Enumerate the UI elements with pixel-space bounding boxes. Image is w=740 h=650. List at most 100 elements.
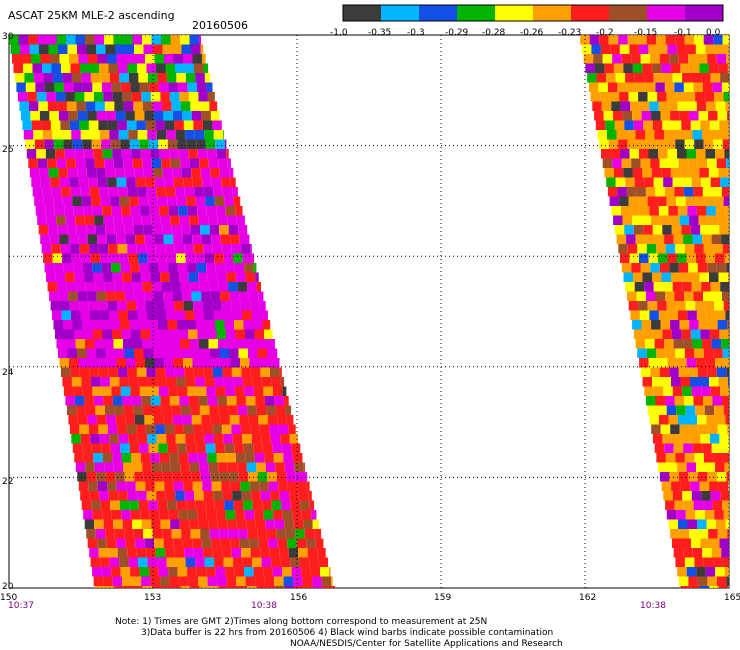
swath-cell <box>93 396 104 406</box>
swath-cell <box>173 358 183 368</box>
swath-cell <box>606 73 616 83</box>
swath-cell <box>719 225 729 235</box>
swath-cell <box>104 339 114 349</box>
colorbar-swatches <box>342 4 724 22</box>
swath-cell <box>627 35 638 45</box>
swath-cell <box>165 367 175 377</box>
swath-cell <box>201 111 211 121</box>
swath-cell <box>241 548 251 558</box>
swath-cell <box>711 443 722 453</box>
swath-cell <box>202 177 212 187</box>
swath-cell <box>171 405 181 415</box>
swath-cell <box>199 158 209 168</box>
swath-cell <box>68 291 78 301</box>
swath-cell <box>123 586 134 588</box>
swath-cell <box>177 443 187 453</box>
swath-cell <box>683 234 693 244</box>
swath-cell <box>203 244 213 254</box>
swath-cell <box>172 168 182 178</box>
swath-cell <box>95 529 106 539</box>
swath-cell <box>147 557 158 567</box>
swath-cell <box>657 92 667 102</box>
swath-cell <box>706 310 716 320</box>
swath-cell <box>180 35 190 45</box>
swath-cell <box>706 415 716 425</box>
swath-cell <box>122 519 133 529</box>
swath-cell <box>622 111 633 121</box>
swath-cell <box>166 130 176 140</box>
swath-cell <box>124 472 135 482</box>
swath-cell <box>263 510 274 520</box>
swath-cell <box>65 396 75 406</box>
swath-cell <box>199 35 201 45</box>
swath-cell <box>179 92 189 102</box>
swath-cell <box>195 73 205 83</box>
swath-cell <box>261 434 271 444</box>
swath-cell <box>616 234 627 244</box>
swath-cell <box>657 44 668 54</box>
swath-cell <box>247 405 257 415</box>
swath-cell <box>63 320 73 330</box>
swath-cell <box>221 424 232 434</box>
swath-cell <box>680 272 690 282</box>
swath-cell <box>79 424 89 434</box>
swath-cell <box>113 158 124 168</box>
swath-cell <box>242 557 253 567</box>
swath-cell <box>99 63 109 73</box>
swath-cell <box>692 548 703 558</box>
swath-cell <box>106 291 116 301</box>
swath-cell <box>199 101 210 111</box>
swath-cell <box>160 396 170 406</box>
swath-cell <box>165 187 176 197</box>
swath-cell <box>176 73 186 83</box>
swath-cell <box>86 44 96 54</box>
swath-cell <box>183 120 194 130</box>
swath-cell <box>724 462 729 472</box>
swath-cell <box>724 253 729 263</box>
swath-cell <box>110 443 121 453</box>
swath-cell <box>168 263 178 273</box>
time-label-1: 10:37 <box>8 601 34 611</box>
swath-cell <box>40 54 50 64</box>
swath-cell <box>223 557 234 567</box>
swath-cell <box>695 405 705 415</box>
swath-cell <box>50 301 61 311</box>
swath-cell <box>113 35 123 45</box>
swath-cell <box>110 139 121 149</box>
swath-cell <box>309 500 315 510</box>
swath-cell <box>188 329 198 339</box>
swath-cell <box>287 481 298 491</box>
swath-cell <box>252 557 262 567</box>
swath-cell <box>716 158 727 168</box>
swath-cell <box>60 120 70 130</box>
swath-cell <box>260 548 270 558</box>
swath-cell <box>155 367 166 377</box>
swath-cell <box>78 481 89 491</box>
swath-cell <box>187 510 198 520</box>
swath-cell <box>258 415 268 425</box>
swath-cell <box>143 44 153 54</box>
swath-cell <box>693 187 703 197</box>
swath-cell <box>31 177 41 187</box>
swath-cell <box>142 339 152 349</box>
swath-cell <box>629 149 639 159</box>
swath-cell <box>241 244 251 254</box>
swath-cell <box>141 215 152 225</box>
swath-cell <box>690 586 700 588</box>
swath-cell <box>160 92 170 102</box>
swath-cell <box>657 196 667 206</box>
swath-cell <box>65 92 75 102</box>
swath-cell <box>160 576 170 586</box>
swath-cell <box>638 92 648 102</box>
swath-cell <box>123 101 134 111</box>
swath-cell <box>697 263 708 273</box>
swath-cell <box>676 301 686 311</box>
swath-cell <box>710 177 721 187</box>
swath-cell <box>715 206 726 216</box>
swath-cell <box>693 82 703 92</box>
swath-cell <box>232 491 242 501</box>
swath-cell <box>154 538 164 548</box>
swath-cell <box>227 462 238 472</box>
swath-cell <box>695 510 705 520</box>
swath-cell <box>684 396 694 406</box>
